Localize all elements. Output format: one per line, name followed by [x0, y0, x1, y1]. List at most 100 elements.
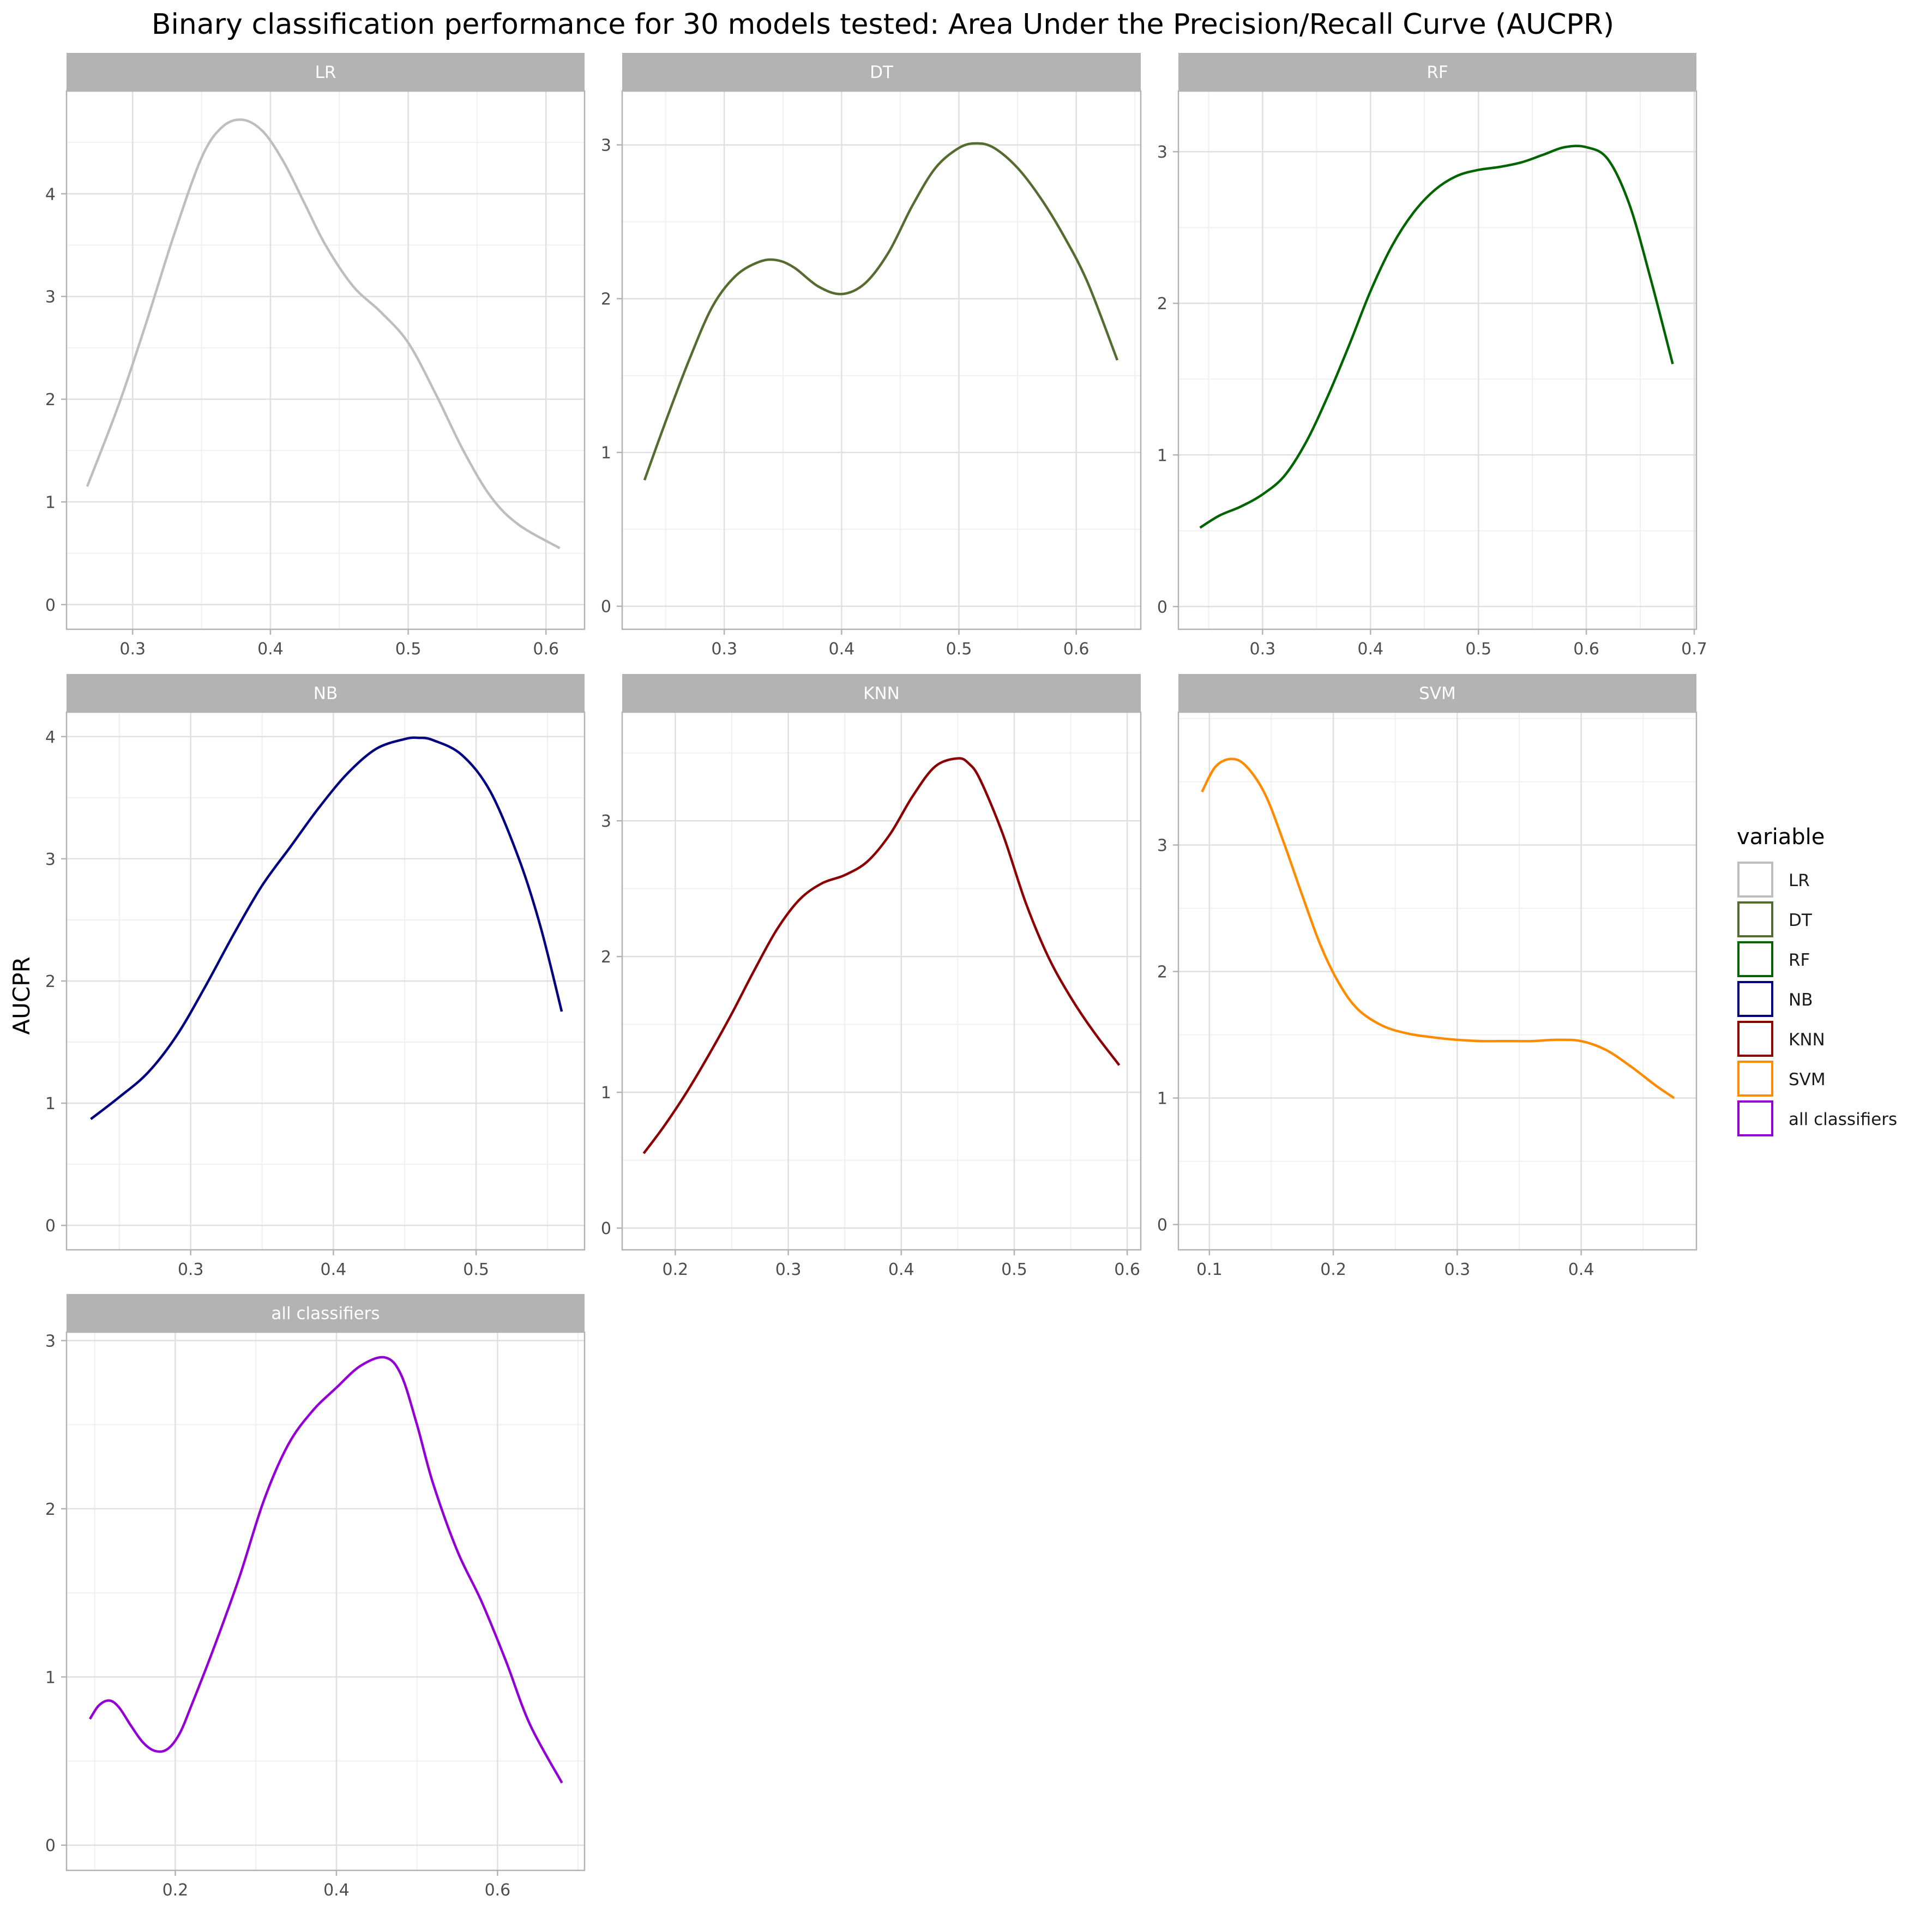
- legend-key-nb: [1737, 981, 1773, 1017]
- legend-key-svm: [1737, 1061, 1773, 1097]
- x-tick-label: 0.3: [1250, 640, 1276, 659]
- density-curve-rf: [1199, 145, 1674, 529]
- panel-lr: LR 0.3 0.4 0.5 0.6 0 1 2 3 4: [45, 53, 586, 659]
- legend-label-svm: SVM: [1789, 1070, 1826, 1090]
- x-tick-label: 0.4: [888, 1260, 914, 1279]
- legend-label-knn: KNN: [1789, 1030, 1825, 1050]
- density-curve-all-classifiers: [88, 1356, 563, 1784]
- y-tick-label: 2: [45, 390, 56, 410]
- panel-background-dt: [622, 91, 1141, 629]
- panel-knn: KNN 0.2 0.3 0.4 0.5 0.6 0 1 2 3: [601, 674, 1142, 1279]
- panel-all-classifiers: all classifiers 0.2 0.4 0.6 0 1 2 3: [45, 1294, 586, 1900]
- x-tick-label: 0.6: [485, 1881, 511, 1900]
- panel-strip-label-svm: SVM: [1419, 684, 1456, 703]
- legend: variable LR DT RF NB KNN SVM all classifiers: [1737, 824, 1897, 1136]
- y-tick-label: 1: [45, 493, 56, 512]
- x-tick-label: 0.3: [178, 1260, 204, 1279]
- panel-strip-label-all-classifiers: all classifiers: [271, 1304, 380, 1323]
- legend-key-lr: [1737, 862, 1773, 898]
- y-tick-label: 0: [601, 598, 611, 617]
- x-tick-label: 0.3: [711, 640, 737, 659]
- panel-background-lr: [67, 91, 585, 629]
- panel-background-knn: [622, 712, 1141, 1250]
- chart-title: Binary classification performance for 30…: [152, 8, 1614, 41]
- x-tick-label: 0.5: [463, 1260, 489, 1279]
- legend-key-rf: [1737, 941, 1773, 977]
- x-tick-label: 0.2: [1320, 1260, 1346, 1279]
- y-tick-label: 0: [1157, 1216, 1167, 1235]
- density-curve-svm: [1201, 757, 1675, 1099]
- legend-label-rf: RF: [1789, 950, 1810, 970]
- legend-item-knn: KNN: [1737, 1021, 1825, 1057]
- x-tick-label: 0.5: [1465, 640, 1491, 659]
- x-tick-label: 0.4: [321, 1260, 347, 1279]
- panel-dt: DT 0.3 0.4 0.5 0.6 0 1 2 3: [601, 53, 1142, 659]
- panel-strip-lr: [67, 53, 585, 91]
- panel-strip-label-dt: DT: [870, 63, 894, 82]
- panel-border-svm: [1177, 711, 1698, 1251]
- legend-item-nb: NB: [1737, 981, 1813, 1017]
- y-tick-label: 4: [45, 185, 56, 204]
- legend-label-dt: DT: [1789, 911, 1813, 930]
- panel-strip-label-lr: LR: [315, 63, 336, 82]
- panel-strip-label-rf: RF: [1427, 63, 1448, 82]
- y-tick-label: 2: [601, 290, 611, 309]
- x-tick-label: 0.6: [533, 640, 559, 659]
- legend-item-lr: LR: [1737, 862, 1810, 898]
- density-curve-dt: [643, 142, 1119, 481]
- y-tick-label: 1: [1157, 1090, 1167, 1109]
- y-tick-label: 2: [45, 972, 56, 991]
- legend-item-rf: RF: [1737, 941, 1810, 977]
- y-tick-label: 1: [1157, 446, 1167, 465]
- y-tick-label: 2: [1157, 294, 1167, 314]
- y-tick-label: 2: [1157, 963, 1167, 982]
- panel-border-rf: [1177, 90, 1698, 630]
- x-tick-label: 0.6: [1063, 640, 1090, 659]
- panel-strip-dt: [622, 53, 1141, 91]
- y-tick-label: 3: [601, 812, 611, 831]
- panel-background-rf: [1178, 91, 1696, 629]
- legend-label-all-classifiers: all classifiers: [1789, 1110, 1897, 1129]
- y-tick-label: 0: [45, 1837, 56, 1856]
- panel-strip-svm: [1178, 674, 1696, 712]
- panel-nb: NB 0.3 0.4 0.5 0 1 2 3 4: [45, 674, 586, 1279]
- panel-rf: RF 0.3 0.4 0.5 0.6 0.7 0 1 2 3: [1157, 53, 1707, 659]
- y-tick-label: 2: [601, 948, 611, 967]
- panel-border-all-classifiers: [65, 1331, 586, 1871]
- x-tick-label: 0.4: [1357, 640, 1383, 659]
- x-tick-label: 0.7: [1681, 640, 1707, 659]
- y-tick-label: 0: [45, 1217, 56, 1236]
- x-tick-label: 0.4: [323, 1881, 350, 1900]
- panel-background-svm: [1178, 712, 1696, 1250]
- y-tick-label: 4: [45, 728, 56, 747]
- legend-title: variable: [1737, 824, 1825, 850]
- y-tick-label: 1: [45, 1094, 56, 1114]
- x-tick-label: 0.3: [775, 1260, 802, 1279]
- y-tick-label: 3: [1157, 143, 1167, 162]
- panel-border-lr: [65, 90, 586, 630]
- y-tick-label: 1: [601, 1084, 611, 1103]
- x-tick-label: 0.3: [119, 640, 146, 659]
- panel-border-knn: [621, 711, 1142, 1251]
- x-tick-label: 0.6: [1114, 1260, 1140, 1279]
- legend-key-dt: [1737, 901, 1773, 937]
- y-tick-label: 3: [45, 850, 56, 869]
- panel-strip-nb: [67, 674, 585, 712]
- legend-items: LR DT RF NB KNN SVM all classifiers: [1737, 862, 1897, 1136]
- panel-strip-all-classifiers: [67, 1294, 585, 1332]
- x-tick-label: 0.4: [1568, 1260, 1594, 1279]
- x-tick-label: 0.2: [162, 1881, 189, 1900]
- density-curve-knn: [642, 757, 1121, 1154]
- x-tick-label: 0.4: [257, 640, 284, 659]
- y-axis-label: AUCPR: [8, 956, 35, 1034]
- panel-background-all-classifiers: [67, 1332, 585, 1870]
- panel-border-dt: [621, 90, 1142, 630]
- legend-key-all-classifiers: [1737, 1100, 1773, 1136]
- x-tick-label: 0.4: [828, 640, 854, 659]
- y-tick-label: 1: [45, 1668, 56, 1687]
- x-tick-label: 0.3: [1445, 1260, 1471, 1279]
- legend-item-dt: DT: [1737, 901, 1813, 937]
- y-tick-label: 0: [45, 596, 56, 615]
- legend-item-all-classifiers: all classifiers: [1737, 1100, 1897, 1136]
